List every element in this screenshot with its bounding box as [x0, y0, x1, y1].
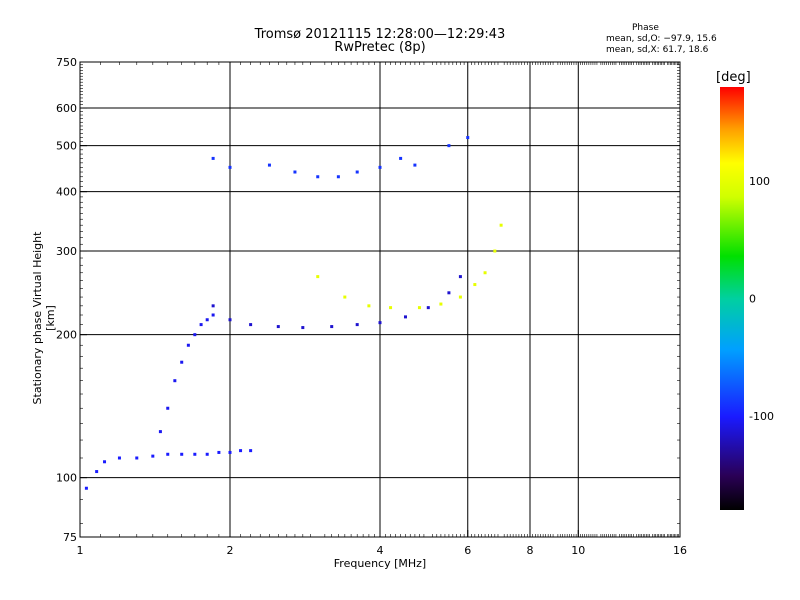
- data-point: [166, 406, 170, 410]
- phase-stats-title: Phase: [632, 23, 659, 33]
- data-point: [367, 304, 371, 308]
- colorbar-tick-label: -100: [749, 410, 774, 423]
- data-point: [389, 306, 393, 310]
- data-point: [193, 333, 197, 337]
- data-point: [103, 460, 107, 464]
- chart-title: Tromsø 20121115 12:28:00—12:29:43: [254, 27, 506, 42]
- data-point: [403, 315, 407, 319]
- phase-stats-x: mean, sd,X: 61.7, 18.6: [606, 45, 709, 55]
- colorbar-tick-label: 0: [749, 293, 756, 306]
- colorbar: [720, 87, 744, 510]
- data-point: [180, 360, 184, 364]
- axis-ticks: [79, 61, 681, 538]
- data-point: [117, 456, 121, 460]
- data-point: [378, 165, 382, 169]
- x-tick-label: 4: [377, 544, 384, 557]
- data-point: [355, 170, 359, 174]
- data-point: [211, 304, 215, 308]
- y-tick-label: 75: [63, 531, 77, 544]
- data-point: [343, 295, 347, 299]
- data-point: [95, 470, 99, 474]
- data-point: [293, 170, 297, 174]
- data-point: [84, 486, 88, 490]
- data-point: [499, 223, 503, 227]
- x-tick-label: 6: [464, 544, 471, 557]
- phase-stats-o: mean, sd,O: −97.9, 15.6: [606, 34, 717, 44]
- data-point: [158, 430, 162, 434]
- y-tick-label: 100: [56, 472, 77, 485]
- data-point: [447, 144, 451, 148]
- x-tick-label: 16: [673, 544, 687, 557]
- data-point: [180, 452, 184, 456]
- x-axis-label: Frequency [MHz]: [333, 557, 427, 570]
- data-point: [228, 165, 232, 169]
- data-point: [330, 325, 334, 329]
- data-point: [193, 452, 197, 456]
- chart-subtitle: RwPretec (8p): [334, 40, 426, 55]
- data-point: [211, 313, 215, 317]
- data-point: [205, 318, 209, 322]
- data-point: [199, 323, 203, 327]
- scatter-points: [84, 136, 503, 490]
- y-tick-label: 600: [56, 102, 77, 115]
- data-point: [249, 323, 253, 327]
- data-point: [228, 318, 232, 322]
- data-point: [217, 450, 221, 454]
- data-point: [473, 283, 477, 287]
- data-point: [316, 275, 320, 279]
- data-point: [458, 275, 462, 279]
- colorbar-tick-labels: 100 0 -100: [749, 175, 774, 423]
- x-tick-label: 8: [527, 544, 534, 557]
- data-point: [276, 325, 280, 329]
- y-tick-label: 200: [56, 329, 77, 342]
- data-point: [151, 454, 155, 458]
- data-point: [211, 156, 215, 160]
- data-point: [336, 175, 340, 179]
- y-axis-label: Stationary phase Virtual Height [km]: [31, 231, 57, 405]
- tick-labels: 1 2 4 6 8 10 16 75 100 200 300 400 500 600 750: [56, 56, 687, 557]
- y-tick-label: 300: [56, 245, 77, 258]
- data-point: [426, 306, 430, 310]
- data-point: [447, 291, 451, 295]
- data-point: [239, 449, 243, 453]
- x-tick-label: 1: [77, 544, 84, 557]
- data-point: [355, 323, 359, 327]
- colorbar-label: [deg]: [716, 70, 751, 85]
- data-point: [493, 249, 497, 253]
- grid: [80, 62, 680, 537]
- x-tick-label: 10: [571, 544, 585, 557]
- data-point: [466, 136, 470, 140]
- data-point: [439, 302, 443, 306]
- x-tick-label: 2: [227, 544, 234, 557]
- data-point: [417, 306, 421, 310]
- data-point: [205, 452, 209, 456]
- data-point: [413, 163, 417, 167]
- y-tick-label: 500: [56, 140, 77, 153]
- data-point: [166, 452, 170, 456]
- data-point: [458, 295, 462, 299]
- data-point: [135, 456, 139, 460]
- y-tick-label: 750: [56, 56, 77, 69]
- data-point: [378, 321, 382, 325]
- data-point: [483, 271, 487, 275]
- data-point: [267, 163, 271, 167]
- data-point: [186, 343, 190, 347]
- y-tick-label: 400: [56, 186, 77, 199]
- data-point: [173, 379, 177, 383]
- data-point: [228, 450, 232, 454]
- data-point: [316, 175, 320, 179]
- data-point: [399, 156, 403, 160]
- data-point: [249, 449, 253, 453]
- colorbar-tick-label: 100: [749, 175, 770, 188]
- data-point: [301, 326, 305, 330]
